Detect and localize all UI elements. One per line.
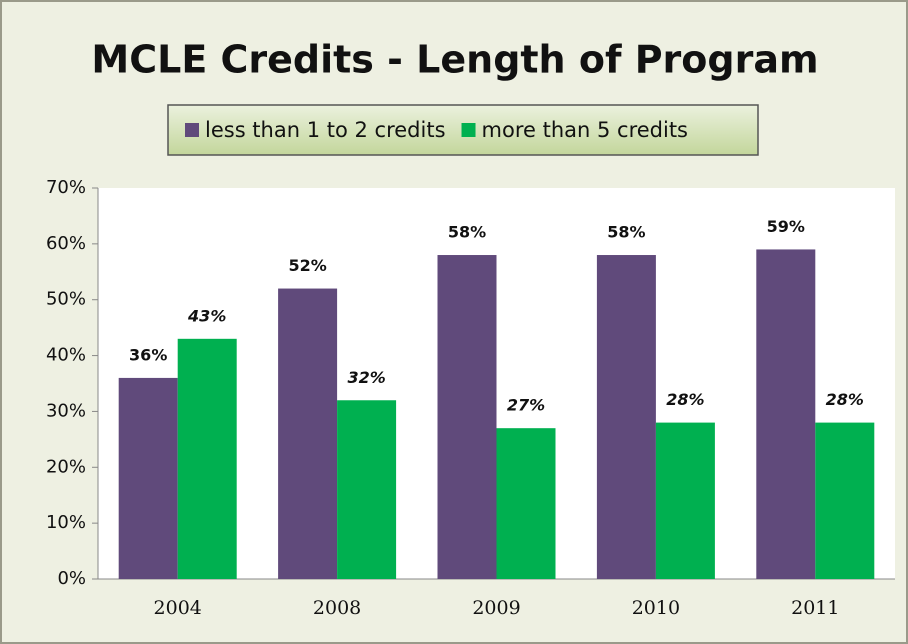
bar — [437, 255, 497, 579]
data-label: 58% — [607, 223, 645, 242]
bar — [815, 422, 875, 579]
bar — [596, 255, 656, 579]
data-label: 27% — [507, 396, 545, 415]
data-label: 28% — [666, 390, 704, 409]
x-tick-label: 2009 — [472, 597, 520, 619]
data-label: 28% — [826, 390, 864, 409]
data-label: 52% — [288, 256, 326, 275]
chart-title: MCLE Credits - Length of Program — [91, 38, 818, 82]
legend-swatch — [461, 123, 476, 137]
legend-swatch — [185, 123, 199, 137]
y-tick-label: 50% — [46, 289, 86, 310]
legend-label: less than 1 to 2 credits — [205, 118, 446, 142]
bar — [278, 288, 338, 579]
bar — [118, 377, 178, 579]
y-tick-label: 20% — [46, 456, 86, 477]
x-tick-label: 2008 — [313, 597, 361, 619]
bar — [337, 400, 397, 579]
data-label: 32% — [347, 368, 385, 387]
data-label: 43% — [187, 306, 226, 325]
y-tick-label: 70% — [46, 177, 86, 198]
data-label: 36% — [129, 345, 167, 364]
data-label: 58% — [448, 223, 486, 242]
y-tick-label: 60% — [46, 233, 86, 254]
bar — [177, 338, 237, 579]
legend-label: more than 5 credits — [482, 118, 688, 142]
x-tick-label: 2004 — [154, 597, 202, 619]
bar — [756, 249, 816, 579]
data-label: 59% — [767, 217, 805, 236]
bar — [655, 422, 715, 579]
y-tick-label: 0% — [57, 568, 86, 589]
bar — [496, 428, 556, 579]
x-tick-label: 2011 — [791, 597, 839, 619]
x-tick-label: 2010 — [632, 597, 680, 619]
y-tick-label: 30% — [46, 400, 86, 421]
y-tick-label: 40% — [46, 345, 86, 366]
y-tick-label: 10% — [46, 512, 86, 533]
